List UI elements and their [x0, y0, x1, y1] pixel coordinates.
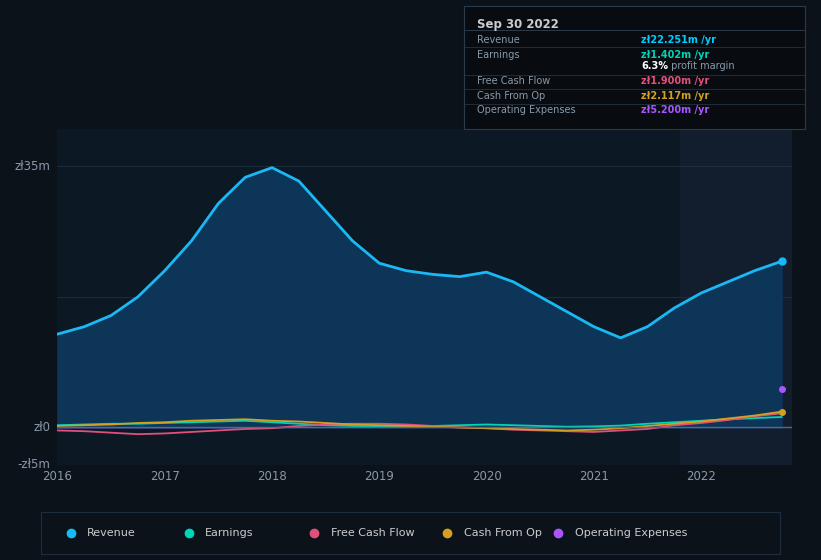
Text: Operating Expenses: Operating Expenses [575, 529, 687, 538]
Text: zł5.200m /yr: zł5.200m /yr [641, 105, 709, 115]
Text: Cash From Op: Cash From Op [478, 91, 546, 101]
Text: Operating Expenses: Operating Expenses [478, 105, 576, 115]
Text: Earnings: Earnings [478, 50, 520, 60]
Text: zł2.117m /yr: zł2.117m /yr [641, 91, 709, 101]
Text: Revenue: Revenue [87, 529, 135, 538]
Text: zł22.251m /yr: zł22.251m /yr [641, 35, 716, 45]
Text: Earnings: Earnings [205, 529, 254, 538]
Text: zł35m: zł35m [14, 160, 50, 172]
Text: zł1.900m /yr: zł1.900m /yr [641, 76, 709, 86]
Text: zł0: zł0 [33, 421, 50, 434]
Text: Cash From Op: Cash From Op [464, 529, 542, 538]
Text: 6.3%: 6.3% [641, 61, 668, 71]
Text: Free Cash Flow: Free Cash Flow [478, 76, 551, 86]
Text: profit margin: profit margin [668, 61, 735, 71]
Text: Revenue: Revenue [478, 35, 521, 45]
Bar [680, 129, 792, 465]
Text: Sep 30 2022: Sep 30 2022 [478, 18, 559, 31]
Text: Free Cash Flow: Free Cash Flow [331, 529, 415, 538]
Text: zł1.402m /yr: zł1.402m /yr [641, 50, 709, 60]
Text: -zł5m: -zł5m [17, 458, 50, 472]
